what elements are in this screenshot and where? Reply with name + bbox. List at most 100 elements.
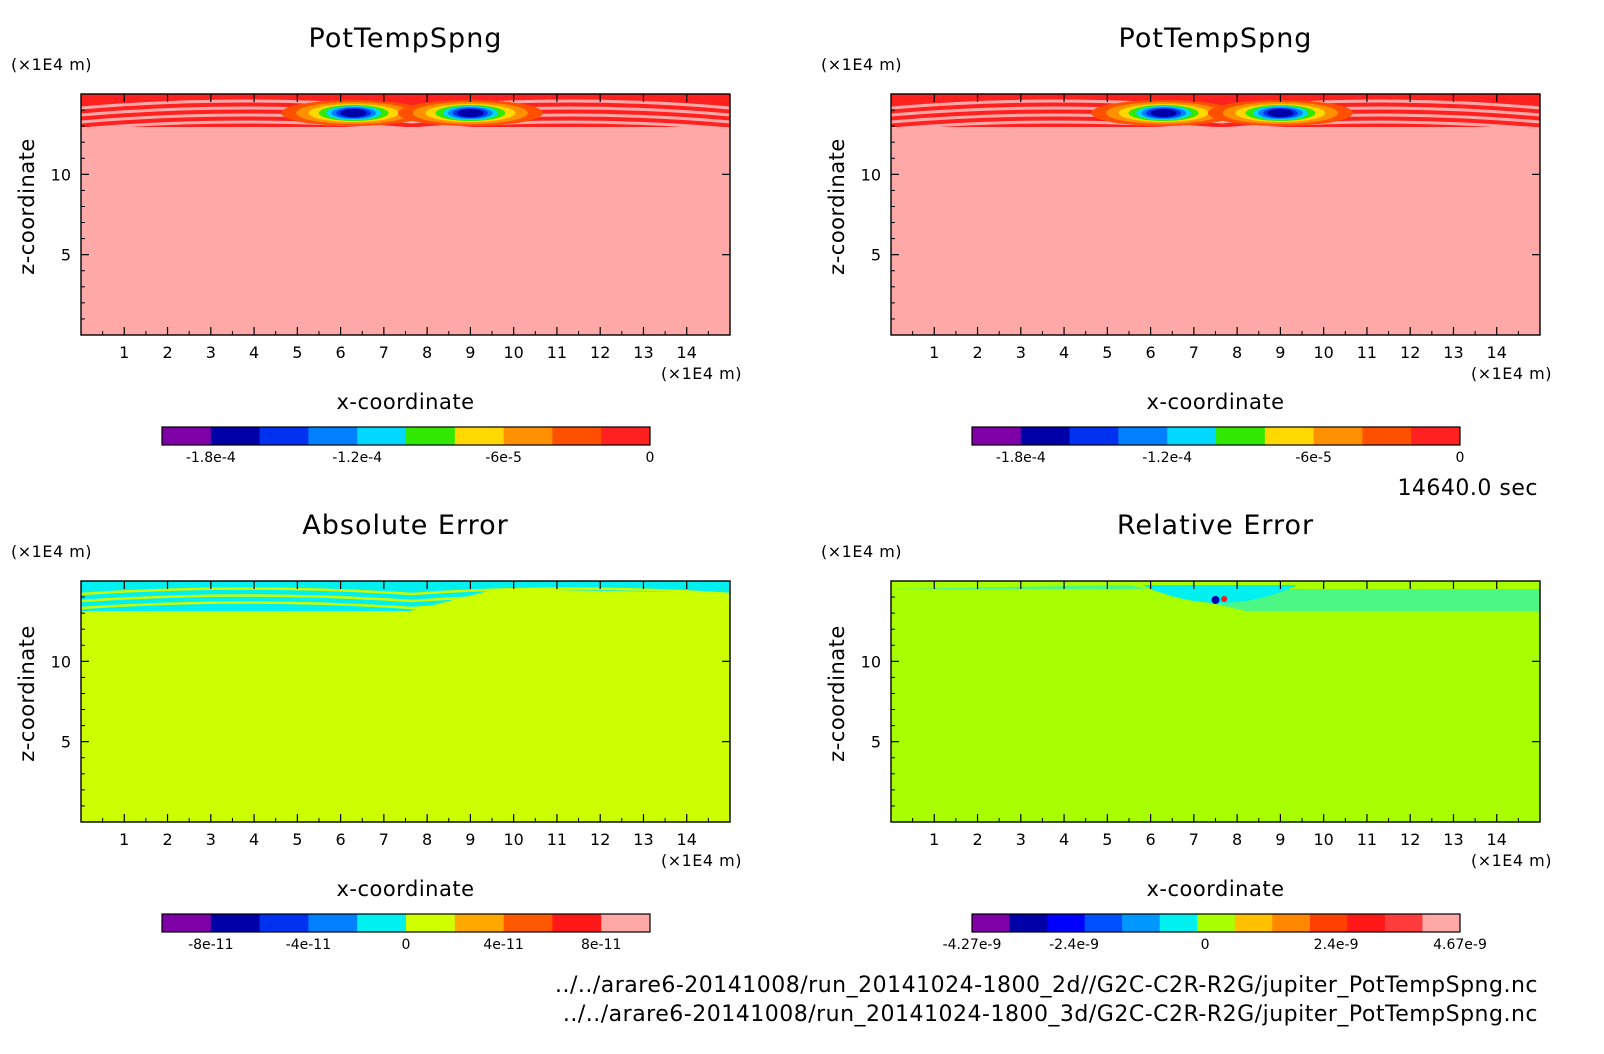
colorbar-swatch xyxy=(357,914,407,932)
colorbar-swatch xyxy=(1122,914,1161,932)
x-tick-label: 13 xyxy=(633,830,653,849)
x-tick-label: 9 xyxy=(1275,343,1285,362)
x-tick-label: 7 xyxy=(379,343,389,362)
x-tick-label: 6 xyxy=(336,830,346,849)
x-tick-label: 12 xyxy=(590,343,610,362)
x-tick-label: 12 xyxy=(1400,830,1420,849)
colorbar-swatch xyxy=(1020,427,1071,445)
sponge-blob xyxy=(457,109,484,117)
colorbar-tick-label: 4e-11 xyxy=(483,937,523,953)
colorbar-swatch xyxy=(210,914,261,932)
colorbar-swatch xyxy=(1009,914,1048,932)
colorbar: -1.8e-4 -1.2e-4 -6e-5 0 xyxy=(971,426,1465,466)
x-tick-label: 5 xyxy=(292,343,302,362)
colorbar-swatch xyxy=(454,427,505,445)
x-unit-label: (×1E4 m) xyxy=(661,364,742,383)
sponge-stripe xyxy=(81,113,730,124)
y-tick-label: 10 xyxy=(51,652,71,671)
x-tick-label: 4 xyxy=(249,343,259,362)
colorbar-swatch xyxy=(1047,914,1086,932)
x-tick-label: 10 xyxy=(1313,343,1333,362)
colorbar-swatch xyxy=(454,914,505,932)
x-tick-label: 8 xyxy=(422,343,432,362)
colorbar-swatch xyxy=(1197,914,1236,932)
colorbar-swatch xyxy=(259,427,309,445)
x-tick-label: 11 xyxy=(547,830,567,849)
x-tick-label: 7 xyxy=(379,830,389,849)
x-tick-label: 13 xyxy=(1443,830,1463,849)
error-spot xyxy=(1221,596,1228,602)
colorbar-swatch xyxy=(1118,427,1168,445)
colorbar-swatch xyxy=(1309,914,1348,932)
error-stripe xyxy=(81,587,730,596)
colorbar-tick-label: 0 xyxy=(646,450,655,466)
y-unit-label: (×1E4 m) xyxy=(821,55,902,74)
colorbar-frame xyxy=(971,913,1461,933)
colorbar: -1.8e-4 -1.2e-4 -6e-5 0 xyxy=(161,426,655,466)
x-tick-label: 14 xyxy=(677,343,697,362)
error-spot xyxy=(1211,596,1220,604)
y-tick-label: 5 xyxy=(61,246,71,265)
heatmap-field xyxy=(891,581,1540,822)
colorbar-tick-label: 2.4e-9 xyxy=(1314,937,1359,953)
colorbar-swatch xyxy=(1069,427,1119,445)
sponge-blob xyxy=(1267,109,1294,117)
chart-title: Relative Error xyxy=(1117,510,1314,541)
x-tick-label: 8 xyxy=(422,830,432,849)
colorbar-tick-label: 4.67e-9 xyxy=(1433,937,1487,953)
x-tick-label: 4 xyxy=(1059,343,1069,362)
colorbar-tick-label: -8e-11 xyxy=(188,937,233,953)
colorbar-swatch xyxy=(601,427,651,445)
colorbar-tick-label: 8e-11 xyxy=(581,937,621,953)
colorbar-swatch xyxy=(210,427,261,445)
x-tick-label: 2 xyxy=(162,343,172,362)
y-tick-label: 10 xyxy=(51,165,71,184)
colorbar-swatch xyxy=(503,914,553,932)
colorbar-tick-label: -6e-5 xyxy=(485,450,522,466)
x-tick-label: 10 xyxy=(1313,830,1333,849)
x-tick-label: 3 xyxy=(1016,830,1026,849)
chart-title: PotTempSpng xyxy=(309,23,503,54)
y-tick-label: 5 xyxy=(871,246,881,265)
x-axis-label: x-coordinate xyxy=(1146,390,1284,414)
colorbar-swatch xyxy=(972,914,1011,932)
colorbar-swatch xyxy=(552,914,602,932)
x-tick-label: 9 xyxy=(1275,830,1285,849)
sponge-blob xyxy=(1150,109,1177,117)
field-background xyxy=(81,94,730,335)
colorbar: -4.27e-9 -2.4e-9 0 2.4e-9 4.67e-9 xyxy=(943,913,1487,953)
x-tick-label: 5 xyxy=(1102,343,1112,362)
colorbar-tick-label: -2.4e-9 xyxy=(1049,937,1099,953)
x-tick-label: 11 xyxy=(1357,830,1377,849)
field-background xyxy=(891,581,1540,822)
colorbar-tick-label: -1.8e-4 xyxy=(186,450,236,466)
colorbar-swatch xyxy=(162,427,212,445)
field-background xyxy=(81,581,730,822)
x-tick-label: 2 xyxy=(162,830,172,849)
colorbar-swatch xyxy=(1313,427,1363,445)
field-background xyxy=(891,94,1540,335)
x-axis-label: x-coordinate xyxy=(1146,877,1284,901)
x-tick-label: 14 xyxy=(1487,830,1507,849)
x-tick-label: 7 xyxy=(1189,343,1199,362)
y-axis-label: z-coordinate xyxy=(825,138,849,275)
x-tick-label: 7 xyxy=(1189,830,1199,849)
x-tick-label: 8 xyxy=(1232,343,1242,362)
colorbar-tick-label: 0 xyxy=(1456,450,1465,466)
colorbar-tick-label: -4e-11 xyxy=(286,937,331,953)
error-stripe xyxy=(81,601,730,610)
x-tick-label: 10 xyxy=(503,830,523,849)
colorbar-swatch xyxy=(259,914,309,932)
colorbar-swatch xyxy=(406,427,456,445)
colorbar-swatch xyxy=(308,427,358,445)
file-path-1: ../../arare6-20141008/run_20141024-1800_… xyxy=(555,973,1538,998)
colorbar-swatch xyxy=(308,914,358,932)
colorbar-swatch xyxy=(1159,914,1198,932)
x-unit-label: (×1E4 m) xyxy=(1471,851,1552,870)
error-stripe xyxy=(81,594,730,603)
time-label: 14640.0 sec xyxy=(1397,476,1538,501)
colorbar-swatch xyxy=(601,914,651,932)
x-tick-label: 12 xyxy=(590,830,610,849)
